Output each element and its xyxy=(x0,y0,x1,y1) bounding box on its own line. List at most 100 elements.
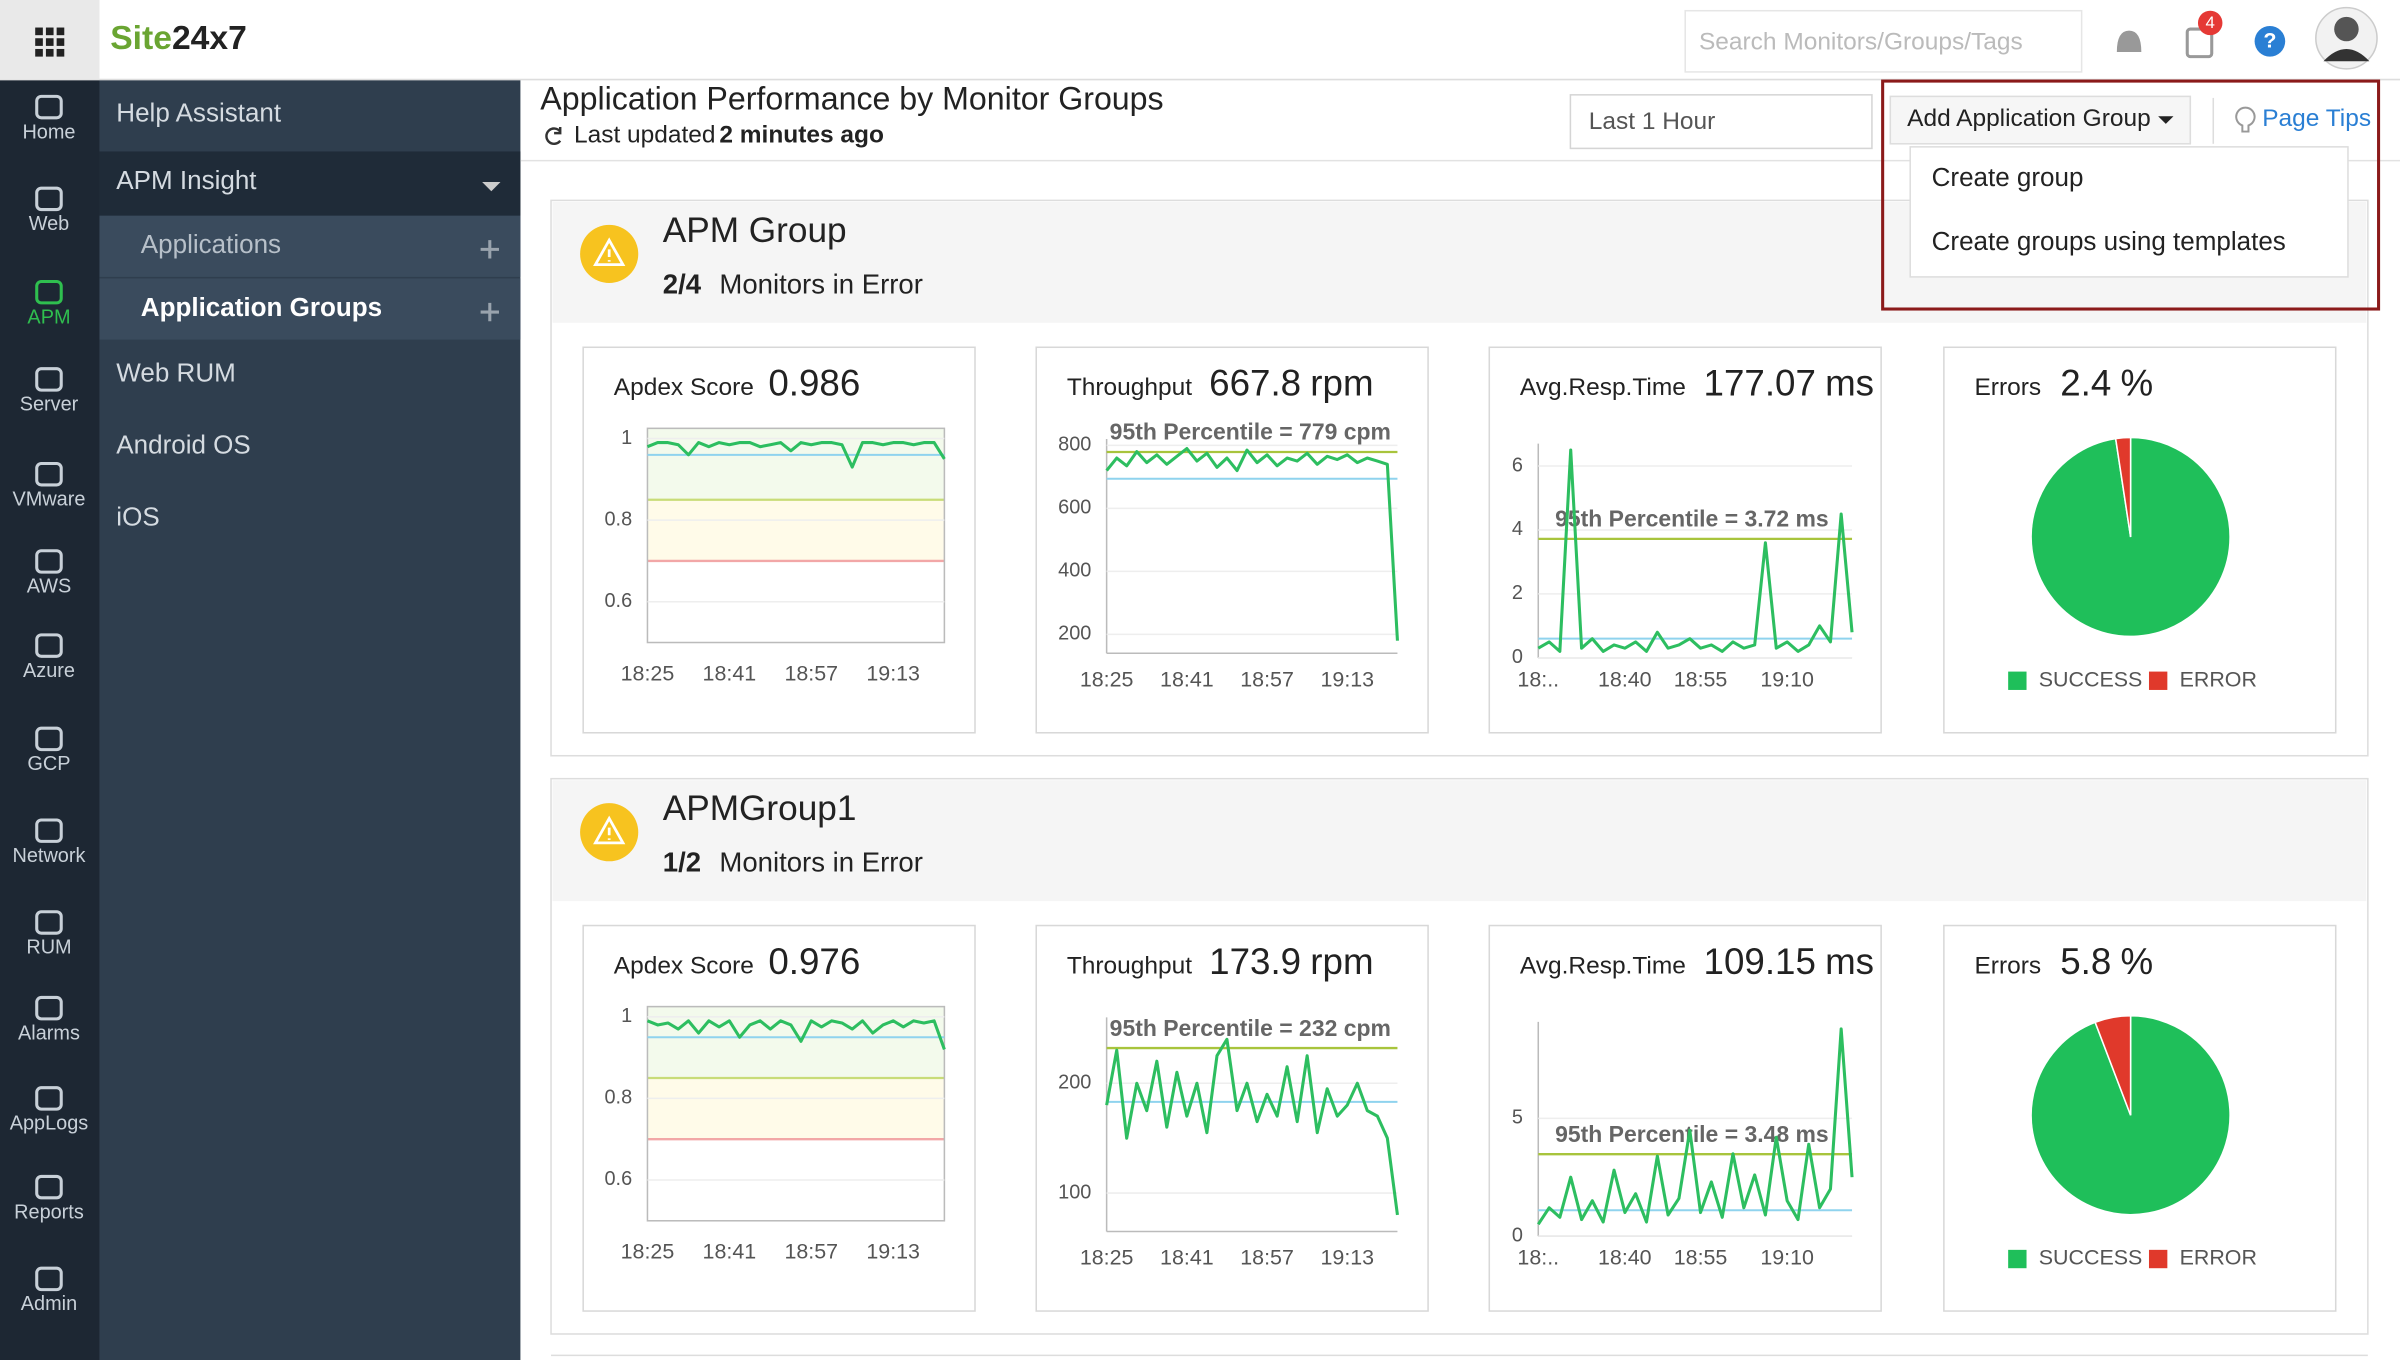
nav-label[interactable]: Home xyxy=(22,121,75,143)
widget-value-number: 667.8 xyxy=(1209,362,1301,403)
nav-icon[interactable] xyxy=(35,549,63,574)
bell-icon[interactable] xyxy=(2116,30,2142,56)
dropdown-item[interactable]: Create group xyxy=(1932,162,2084,192)
apps-icon-dot xyxy=(35,48,43,57)
nav-label[interactable]: Server xyxy=(20,394,79,416)
y-tick-label: 0.8 xyxy=(604,508,632,530)
alerts-icon[interactable] xyxy=(2185,27,2214,59)
y-tick-label: 4 xyxy=(1512,518,1523,540)
x-tick-label: 18:41 xyxy=(703,1240,757,1264)
group-name[interactable]: APMGroup1 xyxy=(663,789,857,828)
x-tick-label: 18:55 xyxy=(1674,1246,1728,1270)
nav-icon[interactable] xyxy=(35,94,63,120)
widget-value: 5.8% xyxy=(2060,940,2153,981)
logo-suffix: 24x7 xyxy=(172,20,247,57)
widget-label: Apdex Score xyxy=(614,952,754,979)
nav-icon[interactable] xyxy=(35,279,63,305)
nav-icon[interactable] xyxy=(35,633,63,658)
search-box[interactable] xyxy=(1684,9,2083,73)
last-updated-value: 2 minutes ago xyxy=(719,122,884,149)
nav-label[interactable]: AppLogs xyxy=(10,1113,89,1135)
alerts-badge xyxy=(2197,10,2223,36)
submenu-plus[interactable] xyxy=(480,302,499,322)
nav-icon[interactable] xyxy=(35,726,63,752)
nav-icon[interactable] xyxy=(35,995,63,1021)
nav-label[interactable]: VMware xyxy=(13,489,86,511)
x-tick-label: 19:13 xyxy=(1321,1246,1375,1270)
widget-label: Errors xyxy=(1974,374,2041,401)
nav-icon[interactable] xyxy=(35,367,63,392)
nav-label[interactable]: AWS xyxy=(27,576,72,598)
refresh-icon xyxy=(545,126,562,146)
nav-label[interactable]: RUM xyxy=(26,937,71,959)
nav-icon[interactable] xyxy=(35,1266,63,1292)
widget-value: 667.8 rpm xyxy=(1209,362,1373,403)
nav-icon[interactable] xyxy=(35,1174,63,1200)
dropdown-item[interactable]: Create groups using templates xyxy=(1932,226,2286,256)
help-button[interactable] xyxy=(2254,26,2286,57)
submenu-plus[interactable] xyxy=(480,240,499,259)
x-tick-label: 18:25 xyxy=(1080,1246,1134,1270)
add-group-label[interactable]: Add Application Group xyxy=(1907,105,2151,132)
x-tick-label: 18:57 xyxy=(784,661,838,685)
menu-item[interactable]: Help Assistant xyxy=(116,98,282,128)
page-title: Application Performance by Monitor Group… xyxy=(540,80,1163,116)
x-tick-label: 18:57 xyxy=(1240,1246,1294,1270)
group-header xyxy=(552,780,2367,902)
data-line xyxy=(1537,448,1854,653)
nav-icon[interactable] xyxy=(35,462,63,487)
widget-value: 2.4% xyxy=(2060,362,2153,403)
group-name[interactable]: APM Group xyxy=(663,211,847,250)
menu-item[interactable]: APM Insight xyxy=(116,165,257,195)
y-tick-label: 0 xyxy=(1512,1224,1523,1246)
time-range[interactable]: Last 1 Hour xyxy=(1589,108,1716,135)
menu-caret xyxy=(482,182,501,192)
y-tick-label: 6 xyxy=(1512,454,1523,476)
nav-icon[interactable] xyxy=(35,186,63,212)
data-line xyxy=(1536,1027,1854,1226)
monitors-label: Monitors in Error xyxy=(719,268,923,299)
plot-frame xyxy=(646,427,946,644)
menu-item[interactable]: iOS xyxy=(116,501,159,531)
menu-item[interactable]: Applications xyxy=(141,229,281,259)
plot-frame xyxy=(646,1005,946,1222)
x-tick-label: 18:25 xyxy=(621,661,675,685)
legend-label: SUCCESS xyxy=(2039,667,2143,691)
nav-label[interactable]: Azure xyxy=(23,660,75,682)
avatar-body xyxy=(2323,48,2370,62)
nav-label[interactable]: Alarms xyxy=(18,1022,80,1044)
x-tick-label: 18:25 xyxy=(1080,667,1134,691)
legend-label: ERROR xyxy=(2180,1246,2257,1270)
nav-label[interactable]: Web xyxy=(29,213,70,235)
nav-label[interactable]: Network xyxy=(13,845,86,867)
nav-label[interactable]: Reports xyxy=(14,1201,84,1223)
nav-icon[interactable] xyxy=(35,1086,63,1111)
x-tick-label: 18:41 xyxy=(1160,1246,1214,1270)
x-tick-label: 18:57 xyxy=(1240,667,1294,691)
nav-label[interactable]: APM xyxy=(27,306,70,328)
x-tick-label: 19:10 xyxy=(1760,667,1814,691)
apps-icon-dot xyxy=(45,48,54,57)
widget-value-number: 0.986 xyxy=(768,362,860,403)
x-tick-label: 18:40 xyxy=(1598,667,1652,691)
menu-item[interactable]: Android OS xyxy=(116,430,250,460)
menu-item[interactable]: Web RUM xyxy=(116,358,235,388)
y-tick-label: 600 xyxy=(1058,497,1091,519)
x-tick-label: 18:.. xyxy=(1517,667,1559,691)
nav-icon[interactable] xyxy=(35,818,63,843)
data-line xyxy=(1105,447,1399,641)
menu-item[interactable]: Application Groups xyxy=(141,292,382,322)
x-tick-label: 18:25 xyxy=(621,1240,675,1264)
percentile-label: 95th Percentile = 232 cpm xyxy=(1110,1015,1391,1041)
y-tick-label: 1 xyxy=(621,427,632,449)
error-count: 1/2 xyxy=(663,847,701,878)
widget-value-unit: ms xyxy=(1825,940,1874,981)
nav-label[interactable]: Admin xyxy=(21,1293,77,1315)
nav-icon[interactable] xyxy=(35,910,63,935)
add-group-button[interactable] xyxy=(1889,95,2192,145)
nav-label[interactable]: GCP xyxy=(27,753,70,775)
time-range-select[interactable] xyxy=(1569,94,1873,150)
avatar-head xyxy=(2334,16,2359,42)
page-tips[interactable]: Page Tips xyxy=(2262,105,2371,132)
widget-value-number: 109.15 xyxy=(1704,940,1816,981)
